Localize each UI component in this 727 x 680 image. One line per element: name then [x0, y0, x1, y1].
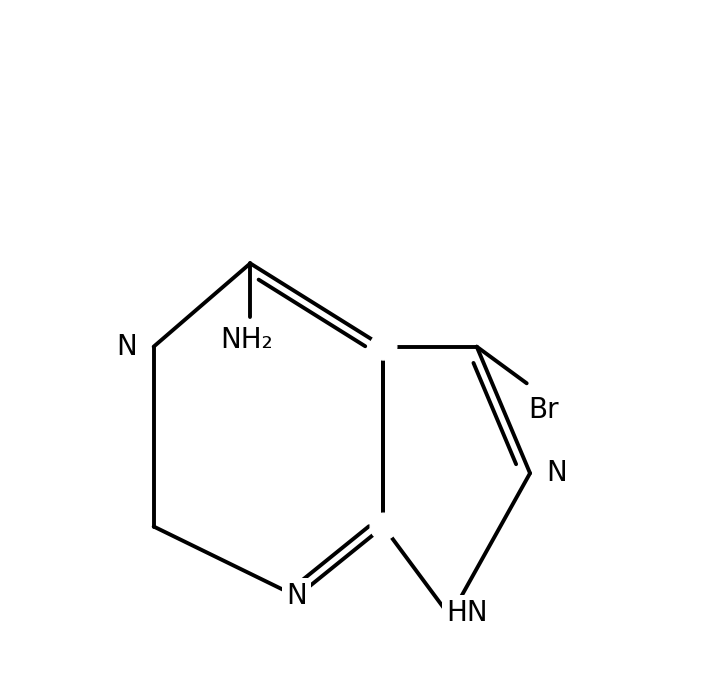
- Text: N: N: [546, 459, 567, 488]
- Text: HN: HN: [446, 599, 488, 627]
- Text: N: N: [116, 333, 137, 360]
- Text: NH₂: NH₂: [220, 326, 273, 354]
- Circle shape: [370, 513, 397, 540]
- Text: Br: Br: [528, 396, 558, 424]
- Text: N: N: [286, 583, 308, 611]
- Circle shape: [370, 333, 397, 360]
